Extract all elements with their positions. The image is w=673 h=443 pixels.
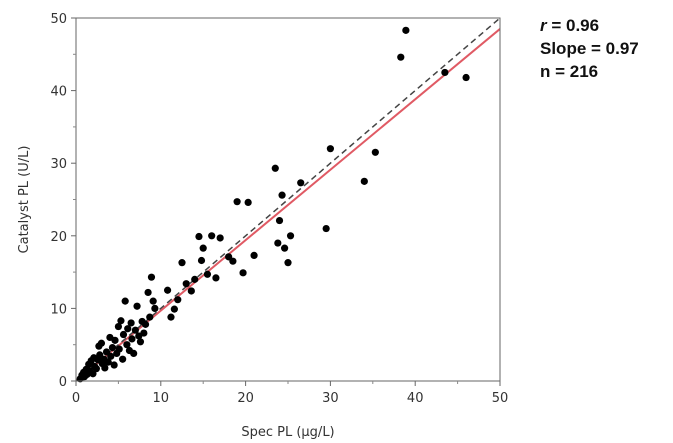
x-tick-label: 0 xyxy=(72,391,80,406)
data-point xyxy=(97,339,106,347)
data-point xyxy=(197,256,206,265)
data-point xyxy=(144,288,152,297)
data-point xyxy=(397,53,405,61)
regression-line xyxy=(76,28,500,381)
data-point xyxy=(141,320,150,328)
data-point xyxy=(402,26,410,34)
data-point xyxy=(284,259,292,267)
data-point xyxy=(101,364,109,372)
x-tick-label: 10 xyxy=(153,391,170,406)
data-point xyxy=(117,317,125,325)
data-point xyxy=(203,270,212,278)
data-point xyxy=(127,319,135,327)
data-point xyxy=(274,239,282,247)
data-point xyxy=(286,232,295,240)
data-point xyxy=(199,244,207,252)
y-axis-label: Catalyst PL (U/L) xyxy=(17,146,32,254)
data-point xyxy=(147,273,156,281)
x-tick-label: 50 xyxy=(492,391,509,406)
y-tick-label: 30 xyxy=(50,157,67,172)
data-point xyxy=(170,305,178,313)
data-point xyxy=(233,198,241,206)
y-tick-label: 10 xyxy=(50,302,67,317)
data-point xyxy=(360,177,368,185)
data-point xyxy=(114,322,122,331)
slope-annotation: Slope = 0.97 xyxy=(540,39,639,58)
data-point xyxy=(275,216,284,225)
data-point xyxy=(212,274,220,282)
y-tick-label: 0 xyxy=(59,375,67,390)
data-point xyxy=(326,145,334,153)
points-layer xyxy=(76,26,470,383)
data-point xyxy=(136,338,145,346)
data-point xyxy=(121,297,129,305)
data-point xyxy=(119,355,127,363)
data-point xyxy=(130,349,138,358)
data-point xyxy=(187,287,195,295)
data-point xyxy=(174,296,182,304)
y-axis: 0 10 20 30 40 50 xyxy=(50,12,76,390)
x-tick-label: 20 xyxy=(237,391,254,406)
data-point xyxy=(124,325,132,333)
data-point xyxy=(278,191,286,199)
y-tick-label: 50 xyxy=(50,12,67,27)
data-point xyxy=(133,302,141,310)
data-point xyxy=(89,370,97,378)
data-point xyxy=(244,198,252,207)
data-point xyxy=(131,326,139,334)
data-point xyxy=(178,259,186,267)
y-tick-label: 40 xyxy=(50,85,67,100)
data-point xyxy=(163,286,172,294)
x-axis: 0 10 20 30 40 50 xyxy=(72,381,508,406)
x-tick-label: 30 xyxy=(322,391,339,406)
data-point xyxy=(182,280,190,288)
data-point xyxy=(115,345,123,353)
data-point xyxy=(123,341,131,349)
n-annotation: n = 216 xyxy=(540,62,599,81)
lines-layer xyxy=(76,18,500,381)
r-symbol: r xyxy=(540,16,547,35)
data-point xyxy=(108,344,117,352)
data-point xyxy=(128,335,136,343)
data-point xyxy=(110,361,118,369)
data-point xyxy=(167,313,175,321)
data-point xyxy=(271,164,279,172)
data-point xyxy=(146,313,154,321)
data-point xyxy=(140,329,148,337)
data-point xyxy=(322,224,330,233)
identity-line xyxy=(76,18,500,381)
r-value: = 0.96 xyxy=(546,16,600,35)
data-point xyxy=(371,148,379,156)
stats-annotation: r = 0.96 Slope = 0.97 n = 216 xyxy=(540,14,639,83)
data-point xyxy=(92,365,100,373)
data-point xyxy=(104,358,112,366)
data-point xyxy=(191,275,199,283)
data-point xyxy=(149,297,157,305)
data-point xyxy=(229,257,237,265)
data-point xyxy=(111,336,119,344)
data-point xyxy=(119,330,128,339)
data-point xyxy=(462,73,470,82)
data-point xyxy=(208,232,216,240)
data-point xyxy=(195,232,203,241)
data-point xyxy=(250,251,258,260)
data-point xyxy=(216,234,224,242)
r-annotation: r = 0.96 xyxy=(540,14,639,37)
data-point xyxy=(441,68,449,77)
y-tick-label: 20 xyxy=(50,230,67,245)
x-tick-label: 40 xyxy=(407,391,424,406)
data-point xyxy=(239,269,247,277)
data-point xyxy=(297,179,305,187)
x-axis-label: Spec PL (µg/L) xyxy=(241,425,334,440)
data-point xyxy=(151,304,159,312)
data-point xyxy=(107,352,115,360)
data-point xyxy=(281,244,289,252)
